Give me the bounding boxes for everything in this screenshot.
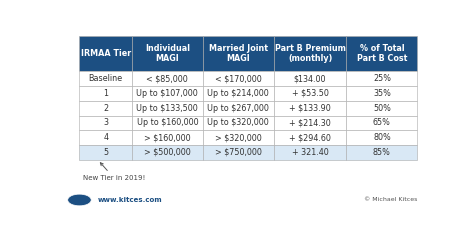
Text: Up to $160,000: Up to $160,000 (137, 118, 198, 128)
Bar (274, 71, 346, 86)
Bar (346, 101, 418, 116)
Text: © Michael Kitces: © Michael Kitces (364, 197, 418, 202)
Bar (274, 101, 346, 116)
Bar (132, 101, 203, 116)
Text: 35%: 35% (373, 89, 391, 98)
Text: 1: 1 (103, 89, 108, 98)
Text: 85%: 85% (373, 148, 391, 157)
Text: Up to $267,000: Up to $267,000 (207, 104, 269, 113)
Text: + 321.40: + 321.40 (292, 148, 328, 157)
Bar (346, 130, 418, 145)
Text: 2: 2 (103, 104, 108, 113)
Bar (203, 130, 274, 145)
Text: IRMAA Tier: IRMAA Tier (81, 49, 131, 58)
Text: Up to $133,500: Up to $133,500 (137, 104, 198, 113)
Circle shape (68, 194, 91, 206)
Bar (274, 86, 346, 101)
Text: Individual
MAGI: Individual MAGI (145, 44, 190, 63)
Text: > $500,000: > $500,000 (144, 148, 191, 157)
Text: $134.00: $134.00 (294, 74, 327, 83)
Text: > $750,000: > $750,000 (215, 148, 262, 157)
Text: 3: 3 (103, 118, 108, 128)
Bar (346, 145, 418, 160)
Bar (203, 71, 274, 86)
Text: Part B Premium
(monthly): Part B Premium (monthly) (274, 44, 346, 63)
Bar (346, 86, 418, 101)
Bar (274, 145, 346, 160)
Bar (274, 36, 346, 71)
Bar (132, 86, 203, 101)
Text: + $214.30: + $214.30 (289, 118, 331, 128)
Text: Up to $320,000: Up to $320,000 (208, 118, 269, 128)
Bar (80, 36, 132, 71)
Text: Married Joint
MAGI: Married Joint MAGI (209, 44, 268, 63)
Bar (80, 101, 132, 116)
Bar (346, 36, 418, 71)
Text: Baseline: Baseline (89, 74, 123, 83)
Bar (346, 71, 418, 86)
Text: Up to $107,000: Up to $107,000 (137, 89, 198, 98)
Text: Up to $214,000: Up to $214,000 (208, 89, 269, 98)
Bar (203, 116, 274, 130)
Bar (346, 116, 418, 130)
Bar (203, 101, 274, 116)
Text: New Tier in 2019!: New Tier in 2019! (83, 163, 146, 181)
Text: 5: 5 (103, 148, 108, 157)
Text: > $320,000: > $320,000 (215, 133, 262, 142)
Bar (132, 36, 203, 71)
Bar (80, 86, 132, 101)
Text: 65%: 65% (373, 118, 391, 128)
Text: 50%: 50% (373, 104, 391, 113)
Bar (203, 36, 274, 71)
Bar (132, 130, 203, 145)
Bar (80, 116, 132, 130)
Bar (203, 145, 274, 160)
Bar (132, 71, 203, 86)
Text: < $85,000: < $85,000 (146, 74, 188, 83)
Bar (274, 130, 346, 145)
Bar (132, 116, 203, 130)
Bar (80, 145, 132, 160)
Text: > $160,000: > $160,000 (144, 133, 191, 142)
Text: + $53.50: + $53.50 (292, 89, 328, 98)
Text: + $133.90: + $133.90 (289, 104, 331, 113)
Bar (80, 71, 132, 86)
Text: www.kitces.com: www.kitces.com (98, 197, 163, 203)
Text: % of Total
Part B Cost: % of Total Part B Cost (357, 44, 407, 63)
Text: 25%: 25% (373, 74, 391, 83)
Bar (132, 145, 203, 160)
Bar (203, 86, 274, 101)
Text: + $294.60: + $294.60 (289, 133, 331, 142)
Text: 80%: 80% (373, 133, 391, 142)
Text: < $170,000: < $170,000 (215, 74, 262, 83)
Text: 4: 4 (103, 133, 108, 142)
Bar (274, 116, 346, 130)
Bar (80, 130, 132, 145)
